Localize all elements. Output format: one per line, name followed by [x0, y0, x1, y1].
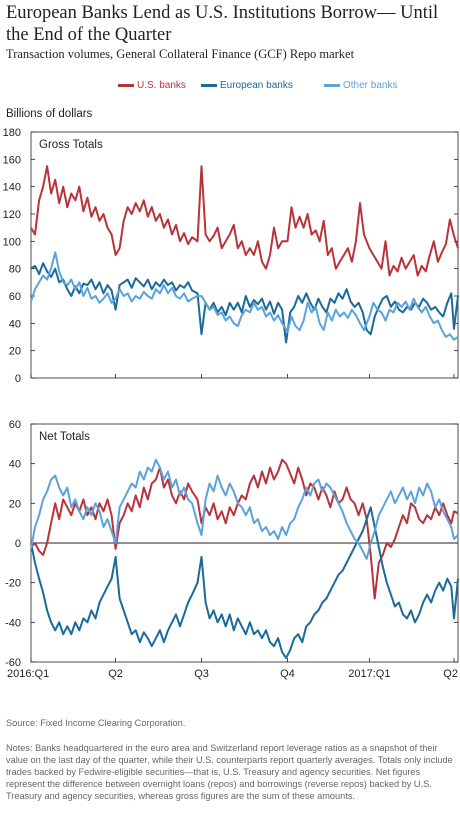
legend-item-european-banks: European banks [201, 80, 293, 91]
y-tick-label-net: -60 [5, 657, 21, 669]
y-tick-label-gross: 20 [9, 346, 21, 358]
y-tick-label-gross: 80 [9, 264, 21, 276]
y-tick-label-gross: 40 [9, 318, 21, 330]
legend-swatch-european-banks [201, 84, 217, 87]
series-line-net-u-s-banks [30, 458, 459, 600]
notes-text: Notes: Banks headquartered in the euro a… [6, 743, 453, 801]
y-axis-label: Billions of dollars [6, 108, 93, 120]
source-note: Source: Fixed Income Clearing Corporatio… [6, 718, 186, 728]
legend-item-other-banks: Other banks [324, 80, 397, 91]
y-tick-label-gross: 120 [3, 209, 21, 221]
legend-swatch-us-banks [118, 84, 134, 87]
y-tick-label-net: 0 [15, 538, 21, 550]
y-tick-label-net: -20 [5, 578, 21, 590]
y-tick-label-net: 60 [9, 419, 21, 431]
chart-legend: U.S. banks European banks Other banks [0, 80, 460, 96]
series-line-net-other-banks [30, 458, 459, 560]
panel-title-net: Net Totals [39, 431, 90, 443]
x-tick-label: Q2 [443, 668, 458, 680]
panel-frame-gross [30, 131, 459, 379]
legend-item-us-banks: U.S. banks [118, 80, 186, 91]
series-line-gross-other-banks [30, 251, 459, 341]
y-tick-label-gross: 140 [3, 182, 21, 194]
chart-svg: 0 20 40 60 80 100 120 140 160 180 Gross Totals -60 -… [3, 127, 459, 680]
y-tick-label-net: 20 [9, 498, 21, 510]
panel-title-gross: Gross Totals [39, 139, 103, 151]
legend-label-other-banks: Other banks [343, 80, 398, 91]
chart-subtitle: Transaction volumes, General Collateral … [6, 47, 355, 61]
y-tick-label-gross: 100 [3, 236, 21, 248]
legend-swatch-other-banks [324, 84, 340, 87]
series-line-gross-european-banks [30, 262, 459, 344]
x-tick-label: 2017:Q1 [348, 668, 390, 680]
x-tick-label: Q3 [194, 668, 209, 680]
series-line-gross-u-s-banks [30, 165, 459, 277]
legend-label-european-banks: European banks [220, 80, 293, 91]
x-tick-label: 2016:Q1 [7, 668, 49, 680]
y-tick-label-gross: 0 [15, 373, 21, 385]
x-tick-label: Q4 [280, 668, 295, 680]
y-tick-label-net: -40 [5, 617, 21, 629]
x-tick-label: Q2 [108, 668, 123, 680]
series-line-net-european-banks [30, 506, 459, 659]
chart-title: European Banks Lend as U.S. Institutions… [6, 3, 439, 45]
y-tick-label-gross: 60 [9, 291, 21, 303]
legend-label-us-banks: U.S. banks [137, 80, 186, 91]
y-tick-label-net: 40 [9, 459, 21, 471]
y-tick-label-gross: 160 [3, 154, 21, 166]
y-tick-label-gross: 180 [3, 127, 21, 139]
